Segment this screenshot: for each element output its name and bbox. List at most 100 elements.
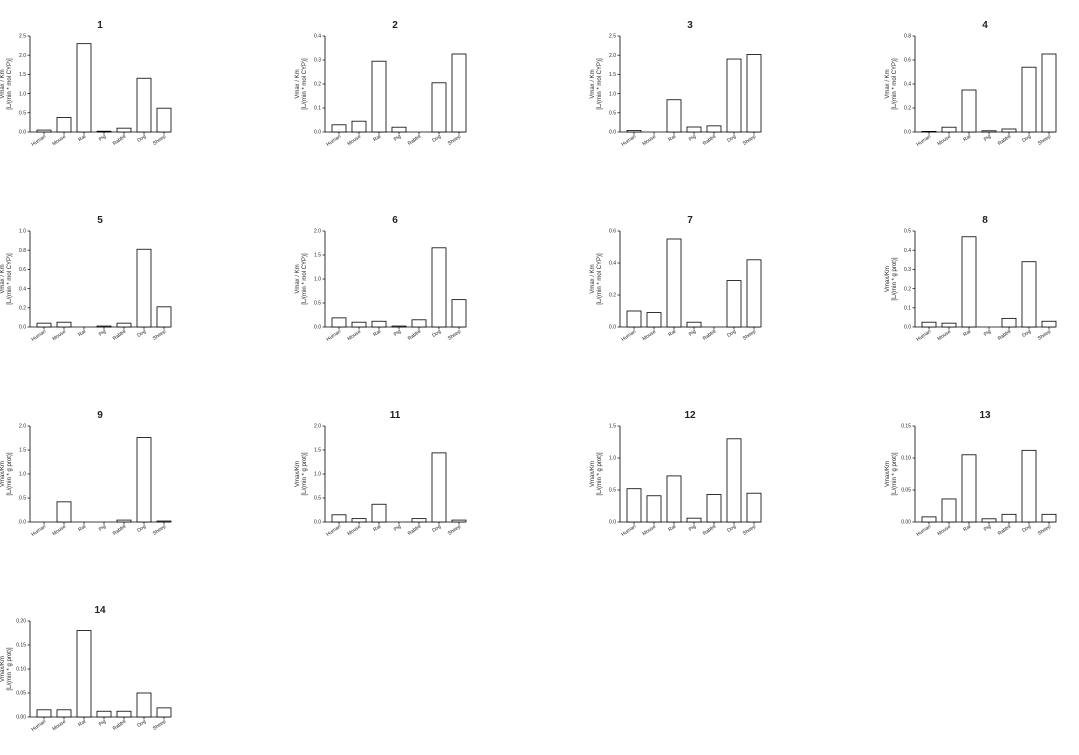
x-tick-label: Mouse <box>641 329 657 343</box>
y-tick-label: 1.5 <box>609 424 616 430</box>
bar-rabbit <box>706 494 722 523</box>
bar-dog <box>726 438 742 523</box>
chart-title: 4 <box>982 20 988 31</box>
y-tick-label: 0.2 <box>19 306 26 312</box>
bar-rat <box>371 503 387 523</box>
x-tick-label: Rabbit <box>997 133 1013 147</box>
y-tick-label: 0.5 <box>609 488 616 494</box>
x-tick-label: Mouse <box>641 134 657 148</box>
x-tick-label: Mouse <box>346 524 362 538</box>
y-axis-label: [L/(min * mol CYP)] <box>892 58 898 110</box>
x-tick-label: Rat <box>667 523 677 533</box>
chart-title: 12 <box>684 410 696 421</box>
x-tick-label: Dog <box>136 524 147 534</box>
bar-mouse <box>941 498 957 523</box>
chart-panel-7: 7 Vmax / Km [L/(min * mol CYP)] 0.0 0.2 0.4 0.… <box>590 215 762 343</box>
bar-sheep <box>1041 513 1057 523</box>
y-axis-label: [L/(min * mol CYP)] <box>7 253 13 305</box>
bar-rabbit <box>411 319 427 328</box>
x-tick-label: Rabbit <box>112 328 128 342</box>
y-tick-label: 0.0 <box>904 130 911 136</box>
x-tick-label: Pig <box>98 524 108 533</box>
y-tick-label: 0.10 <box>16 667 26 673</box>
y-tick-label: 1.0 <box>19 472 26 478</box>
x-tick-label: Rabbit <box>702 133 718 147</box>
bar-pig <box>686 126 702 133</box>
y-tick-label: 1.0 <box>19 91 26 97</box>
y-tick-label: 2.0 <box>314 424 321 430</box>
x-tick-label: Sheep <box>1037 329 1052 342</box>
x-tick-label: Mouse <box>936 329 952 343</box>
y-tick-label: 2.5 <box>19 34 26 40</box>
bar-human <box>331 514 347 523</box>
bar-rabbit <box>1001 513 1017 523</box>
y-axis-label: [L/(min * mol CYP)] <box>302 253 308 305</box>
x-tick-label: Rabbit <box>407 133 423 147</box>
bar-human <box>921 321 937 328</box>
x-tick-label: Human <box>620 524 637 538</box>
bar-rat <box>666 99 682 133</box>
x-tick-label: Pig <box>983 329 993 338</box>
x-tick-label: Sheep <box>1037 524 1052 537</box>
bar-human <box>36 322 52 328</box>
bar-sheep <box>156 707 172 718</box>
x-tick-label: Dog <box>136 329 147 339</box>
y-tick-label: 0.3 <box>904 267 911 273</box>
x-tick-label: Sheep <box>152 329 167 342</box>
y-axis-label: [L/(min * g prot)] <box>7 452 13 495</box>
y-tick-label: 0.1 <box>314 106 321 112</box>
x-tick-label: Pig <box>98 134 108 143</box>
y-tick-label: 1.5 <box>314 448 321 454</box>
x-tick-label: Human <box>325 524 342 538</box>
y-tick-label: 1.5 <box>19 72 26 78</box>
bar-rabbit <box>116 127 132 133</box>
y-axis-label: Vmax/Km <box>590 461 596 487</box>
bar-sheep <box>451 53 467 133</box>
bar-sheep <box>1041 53 1057 133</box>
x-tick-label: Dog <box>1021 134 1032 144</box>
x-tick-label: Human <box>30 719 47 733</box>
y-tick-label: 1.0 <box>609 456 616 462</box>
x-tick-label: Human <box>620 134 637 148</box>
chart-panel-6: 6 Vmax / Km [L/(min * mol CYP)] 0.0 0.5 1.0 1.… <box>295 215 467 343</box>
y-tick-label: 0.3 <box>314 58 321 64</box>
x-tick-label: Mouse <box>51 524 67 538</box>
chart-title: 7 <box>687 215 693 226</box>
y-axis-label: Vmax / Km <box>0 69 6 98</box>
y-tick-label: 0.6 <box>609 229 616 235</box>
x-tick-label: Rabbit <box>112 133 128 147</box>
x-tick-label: Human <box>915 524 932 538</box>
chart-panel-3: 3 Vmax / Km [L/(min * mol CYP)] 0.0 0.5 1.0 1.… <box>590 20 762 148</box>
chart-title: 1 <box>97 20 103 31</box>
x-tick-label: Rat <box>667 133 677 143</box>
bar-rabbit <box>116 322 132 328</box>
bar-human <box>36 709 52 718</box>
chart-panel-4: 4 Vmax / Km [L/(min * mol CYP)] 0.0 0.2 0.4 0.… <box>885 20 1057 148</box>
x-tick-label: Dog <box>431 524 442 534</box>
y-tick-label: 1.5 <box>19 448 26 454</box>
chart-title: 11 <box>390 410 401 421</box>
x-tick-label: Sheep <box>742 134 757 147</box>
x-tick-label: Dog <box>431 329 442 339</box>
y-axis-label: [L/(min * g prot)] <box>892 452 898 495</box>
y-axis-label: Vmax / Km <box>590 264 596 293</box>
y-tick-label: 0.4 <box>904 82 911 88</box>
y-tick-label: 1.0 <box>19 229 26 235</box>
x-tick-label: Human <box>915 329 932 343</box>
bar-pig <box>981 518 997 523</box>
bar-dog <box>726 58 742 133</box>
x-tick-label: Mouse <box>51 329 67 343</box>
x-tick-label: Rat <box>667 328 677 338</box>
x-tick-label: Pig <box>98 719 108 728</box>
chart-title: 5 <box>97 215 103 226</box>
bar-mouse <box>56 709 72 718</box>
bar-pig <box>96 710 112 718</box>
y-tick-label: 0.5 <box>19 111 26 117</box>
y-axis-label: Vmax/Km <box>885 266 891 292</box>
y-tick-label: 1.5 <box>314 253 321 259</box>
y-tick-label: 0.0 <box>314 130 321 136</box>
chart-title: 9 <box>97 410 103 421</box>
bar-pig <box>391 325 407 328</box>
y-tick-label: 1.0 <box>609 91 616 97</box>
bar-dog <box>1021 261 1037 328</box>
